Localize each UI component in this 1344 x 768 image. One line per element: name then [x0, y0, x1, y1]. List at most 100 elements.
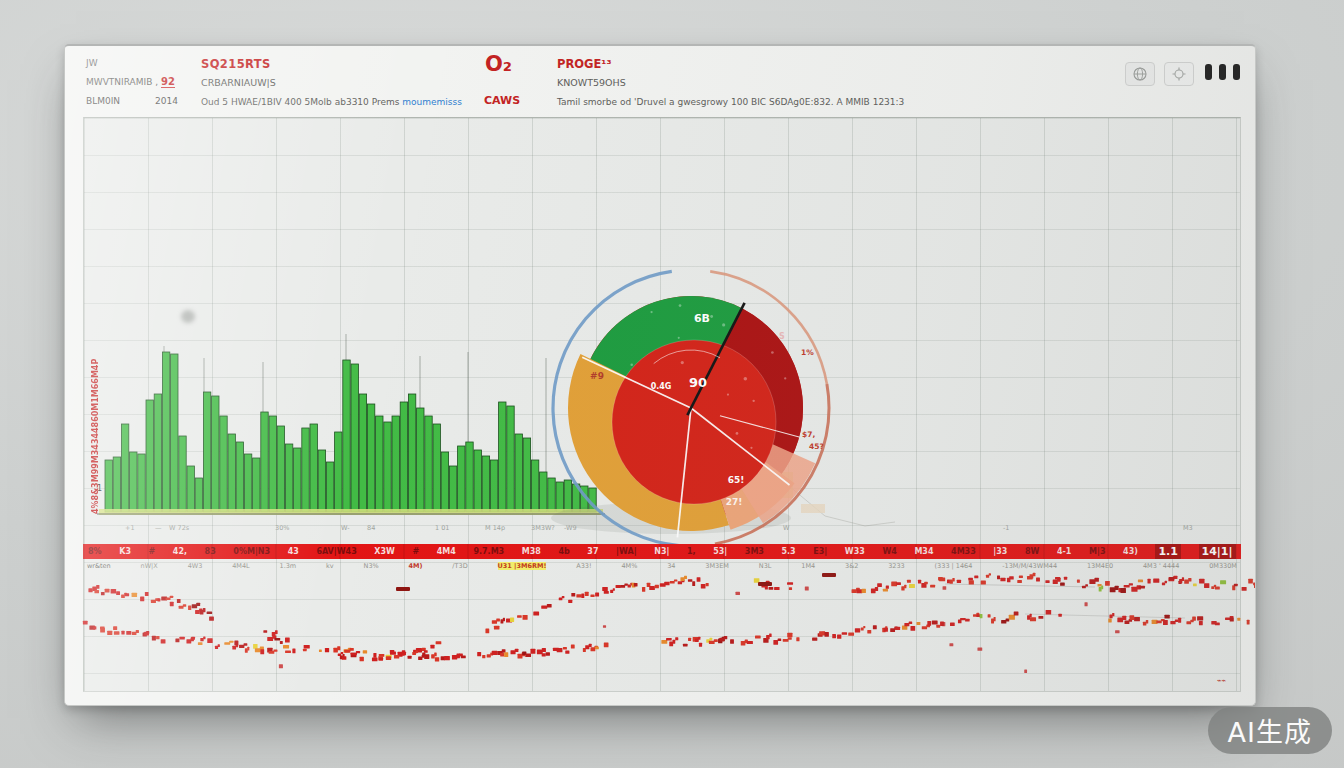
scatter-dot [152, 636, 156, 641]
bar [359, 394, 366, 512]
bar [384, 422, 391, 512]
strip-sublabel: 0M330M [1209, 562, 1237, 570]
scatter-dot [910, 626, 915, 631]
desktop-background: JW MWVTNIRAMIB , 92 BLM0IN 2014 SQ215RTS… [0, 0, 1344, 768]
scatter-dot [145, 592, 149, 596]
scatter-dot [683, 644, 688, 647]
bar [490, 460, 497, 512]
pie-inner-circle [612, 340, 776, 504]
scatter-dot [901, 586, 904, 590]
dash-mark [396, 587, 410, 591]
scatter-dot [1019, 575, 1023, 578]
scatter-dot [283, 645, 289, 649]
strip-cell: 43) [1123, 544, 1138, 559]
scatter-dot [796, 637, 799, 641]
pie-label: S [779, 332, 785, 341]
strip-cell: 1.1 [1155, 544, 1181, 559]
scatter-dot [616, 585, 621, 588]
scatter-dot [943, 586, 947, 590]
scatter-dot [842, 632, 847, 635]
bar [105, 460, 112, 512]
bar [507, 406, 514, 512]
strip-sublabel: 3M3EM [705, 562, 729, 570]
red-data-strip: 8%K3#42,830%M|N3436AV|W43X3W#4M49.7.M3M3… [83, 544, 1241, 559]
scatter-dot [848, 632, 854, 635]
scatter-dot [525, 653, 531, 657]
scatter-dot [504, 652, 508, 657]
scatter-dot [604, 591, 609, 594]
scatter-dot [161, 639, 166, 643]
scatter-dot [1109, 615, 1112, 619]
scatter-bands [83, 573, 1256, 673]
scatter-dot [974, 576, 978, 579]
scatter-dot [789, 587, 792, 590]
bar [302, 428, 309, 512]
scatter-dot [1147, 579, 1150, 584]
scatter-dot [175, 639, 179, 643]
scatter-dot [319, 649, 322, 652]
bar [277, 426, 284, 512]
chart-annotation: ⌁⌁ [1217, 676, 1226, 685]
strip-cell: W33 [845, 544, 865, 559]
scatter-dot [394, 655, 399, 659]
scatter-dot [1045, 580, 1049, 583]
bar [310, 424, 317, 512]
scatter-dot [224, 642, 230, 644]
scatter-dot [1014, 612, 1019, 616]
scatter-dot [699, 643, 702, 647]
scatter-dot [83, 621, 88, 625]
scatter-dot [523, 615, 528, 620]
scatter-dot [1058, 614, 1061, 617]
scatter-dot [896, 582, 901, 585]
strip-cell: 8W [1025, 544, 1039, 559]
scatter-dot [755, 636, 761, 639]
bar [556, 482, 563, 512]
scatter-dot [1237, 618, 1240, 621]
bar [179, 436, 186, 512]
scatter-dot [1234, 584, 1238, 587]
chart-annotation: $7, [802, 430, 815, 439]
scatter-dot [950, 623, 955, 626]
scatter-dot [140, 596, 144, 601]
scatter-dot [1163, 620, 1168, 625]
scatter-dot [706, 583, 709, 586]
scatter-dot [209, 616, 214, 620]
bar [138, 454, 145, 512]
bar [244, 454, 251, 512]
scatter-dot [151, 600, 156, 603]
x-tick-label: — [155, 524, 162, 532]
scatter-dot [386, 656, 391, 660]
scatter-dot [568, 600, 572, 603]
dash-mark [822, 573, 836, 577]
bar [417, 408, 424, 512]
strip-cell: 4-1 [1057, 544, 1071, 559]
strip-sublabel: 13M4E0 [1087, 562, 1113, 570]
scatter-dot [1046, 610, 1052, 614]
scatter-dot [1064, 577, 1067, 580]
scatter-dot [1156, 621, 1161, 624]
scatter-dot [557, 648, 563, 652]
scatter-dot [1197, 616, 1203, 620]
scatter-dot [547, 604, 552, 607]
scatter-dot [179, 606, 184, 609]
bar [458, 446, 465, 512]
bar [335, 432, 342, 512]
scatter-dot [571, 593, 575, 596]
scatter-dot [372, 657, 378, 661]
strip-cell: E3| [813, 544, 827, 559]
scatter-dot [969, 580, 974, 584]
scatter-dot [530, 649, 535, 654]
scatter-dot [819, 631, 825, 635]
strip-sublabel: 3&2 [845, 562, 858, 570]
bar [441, 452, 448, 512]
scatter-dot [642, 587, 645, 592]
scatter-dot [158, 598, 161, 601]
bar [195, 478, 202, 512]
bar [523, 438, 530, 512]
scatter-dot [565, 650, 569, 653]
scatter-dot [787, 633, 792, 637]
scatter-dot [263, 630, 267, 632]
bar [515, 434, 522, 512]
scatter-dot [304, 645, 310, 649]
scatter-dot [408, 656, 412, 659]
